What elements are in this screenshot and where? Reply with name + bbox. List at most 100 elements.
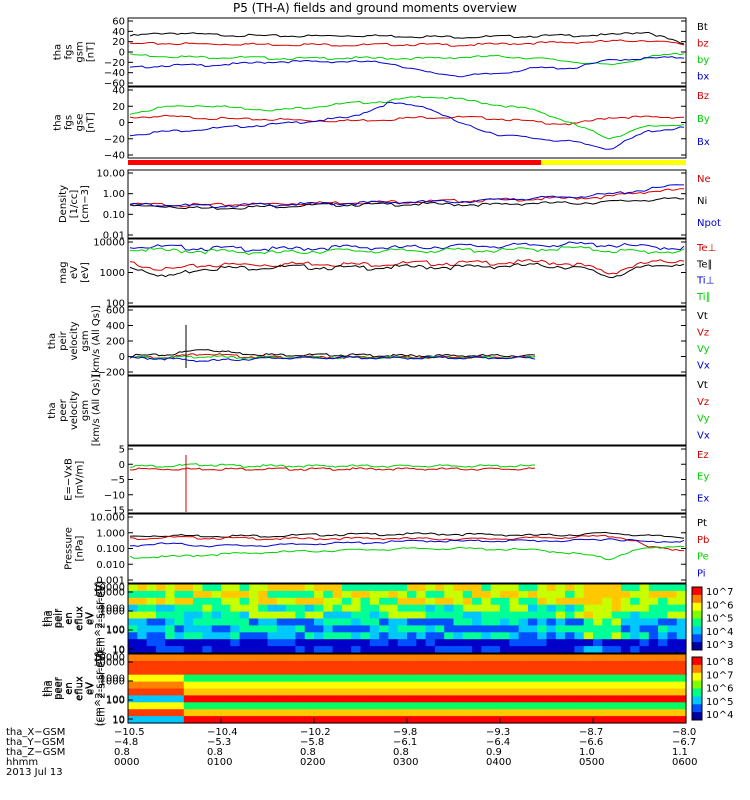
spectrogram-cell bbox=[593, 639, 603, 647]
spectrogram-cell bbox=[183, 646, 194, 654]
spectrogram-cell bbox=[360, 590, 371, 599]
spectrogram-cell bbox=[639, 632, 650, 640]
spectrogram-cell bbox=[155, 695, 166, 703]
spectrogram-cell bbox=[174, 681, 185, 690]
spectrogram-cell bbox=[379, 681, 389, 690]
y-tick-label: 10 bbox=[112, 715, 125, 726]
y-tick-label: 100 bbox=[106, 696, 125, 707]
spectrogram-cell bbox=[481, 674, 492, 683]
spectrogram-cell bbox=[314, 681, 324, 690]
y-axis-label: [km/s (All Qs)] bbox=[91, 305, 102, 377]
spectrogram-cell bbox=[490, 646, 501, 654]
y-tick-label: −200 bbox=[98, 368, 125, 379]
spectrogram-cell bbox=[165, 597, 176, 606]
spectrogram-cell bbox=[155, 625, 166, 633]
spectrogram-cell bbox=[425, 702, 436, 710]
y-axis-label: tha bbox=[53, 44, 64, 60]
spectrogram-cell bbox=[574, 716, 585, 724]
spectrogram-cell bbox=[658, 604, 668, 613]
colorbar-segment bbox=[692, 688, 702, 697]
spectrogram-cell bbox=[648, 667, 659, 676]
spectrogram-cell bbox=[379, 625, 389, 633]
spectrogram-cell bbox=[630, 716, 641, 724]
spectrogram-cell bbox=[267, 716, 278, 724]
spectrogram-cell bbox=[676, 674, 687, 683]
spectrogram-cell bbox=[574, 618, 585, 626]
spectrogram-cell bbox=[425, 660, 436, 669]
legend-Ey: Ey bbox=[697, 472, 709, 483]
spectrogram-cell bbox=[434, 667, 445, 676]
spectrogram-cell bbox=[481, 618, 492, 626]
spectrogram-cell bbox=[221, 590, 231, 599]
legend-Vt: Vt bbox=[697, 380, 708, 391]
y-tick-label: 0 bbox=[119, 118, 125, 129]
spectrogram-cell bbox=[202, 654, 213, 662]
y-tick-label: 0.10 bbox=[103, 210, 125, 221]
spectrogram-cell bbox=[128, 695, 138, 703]
spectrogram-cell bbox=[434, 660, 445, 669]
legend-Ni: Ni bbox=[697, 196, 707, 207]
y-axis-label: tha bbox=[44, 610, 55, 626]
spectrogram-cell bbox=[667, 660, 678, 669]
spectrogram-cell bbox=[509, 604, 520, 613]
spectrogram-cell bbox=[146, 667, 157, 676]
spectrogram-cell bbox=[369, 660, 380, 669]
spectrogram-cell bbox=[434, 716, 445, 724]
spectrogram-cell bbox=[230, 695, 241, 703]
spectrogram-cell bbox=[416, 604, 427, 613]
orbit-value: 1.1 bbox=[672, 747, 688, 758]
spectrogram-cell bbox=[462, 681, 473, 690]
spectrogram-cell bbox=[267, 639, 278, 647]
spectrogram-cell bbox=[509, 674, 520, 683]
spectrogram-cell bbox=[518, 681, 529, 690]
orbit-value: −9.8 bbox=[393, 727, 418, 738]
spectrogram-cell bbox=[583, 625, 594, 633]
spectrogram-cell bbox=[183, 654, 194, 662]
colorbar-segment bbox=[692, 696, 702, 705]
colorbar-segment bbox=[692, 618, 702, 627]
spectrogram-cell bbox=[648, 632, 659, 640]
orbit-value: 0400 bbox=[486, 757, 512, 768]
spectrogram-cell bbox=[602, 695, 613, 703]
spectrogram-cell bbox=[174, 611, 185, 620]
spectrogram-cell bbox=[369, 646, 380, 654]
spectrogram-cell bbox=[602, 597, 613, 606]
spectrogram-cell bbox=[388, 660, 399, 669]
spectrogram-cell bbox=[221, 632, 231, 640]
legend-Vy: Vy bbox=[697, 414, 710, 425]
spectrogram-cell bbox=[676, 688, 687, 696]
spectrogram-cell bbox=[407, 654, 417, 662]
series-Pb bbox=[129, 534, 684, 552]
colorbar-label: 10^5 bbox=[706, 697, 733, 708]
spectrogram-cell bbox=[360, 674, 371, 683]
spectrogram-cell bbox=[462, 604, 473, 613]
spectrogram-cell bbox=[137, 660, 148, 669]
y-tick-label: 40 bbox=[112, 27, 125, 38]
spectrogram-cell bbox=[388, 709, 399, 717]
spectrogram-cell bbox=[490, 597, 501, 606]
spectrogram-cell bbox=[202, 695, 213, 703]
spectrogram-cell bbox=[537, 695, 548, 703]
y-axis-label: (cm^2-s-sr-eV) bbox=[97, 651, 108, 727]
y-axis-label: peir bbox=[58, 330, 69, 350]
spectrogram-cell bbox=[146, 681, 157, 690]
y-tick-label: 10000 bbox=[93, 588, 125, 599]
spectrogram-cell bbox=[639, 716, 650, 724]
spectrogram-cell bbox=[295, 590, 306, 599]
spectrogram-cell bbox=[611, 611, 622, 620]
legend-Vx: Vx bbox=[697, 361, 710, 372]
chart-title: P5 (TH-A) fields and ground moments over… bbox=[233, 1, 517, 15]
spectrogram-cell bbox=[481, 646, 492, 654]
orbit-row-label: hhmm bbox=[6, 757, 39, 768]
spectrogram-cell bbox=[332, 597, 343, 606]
spectrogram-cell bbox=[639, 681, 650, 690]
spectrogram-cell bbox=[602, 688, 613, 696]
spectrogram-cell bbox=[165, 667, 176, 676]
spectrogram-cell bbox=[174, 604, 185, 613]
spectrogram-cell bbox=[351, 590, 362, 599]
y-tick-label: 0.010 bbox=[96, 560, 125, 571]
spectrogram-cell bbox=[174, 660, 185, 669]
spectrogram-cell bbox=[509, 639, 520, 647]
spectrogram-cell bbox=[369, 709, 380, 717]
spectrogram-cell bbox=[490, 667, 501, 676]
